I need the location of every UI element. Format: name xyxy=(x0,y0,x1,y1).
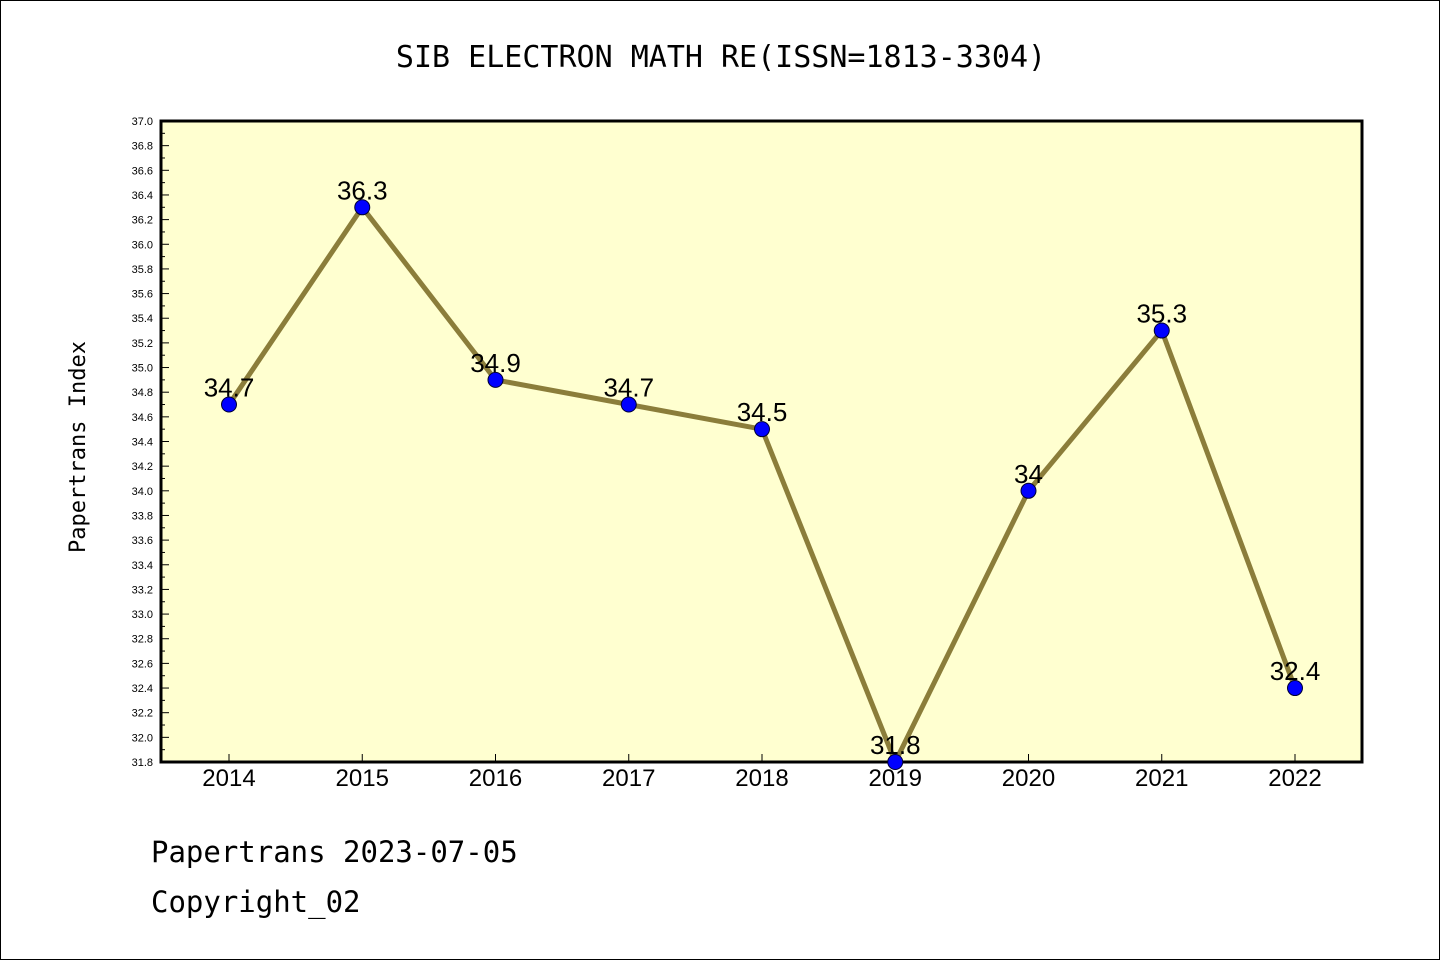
y-tick-label: 34.2 xyxy=(132,461,153,473)
y-tick-label: 35.6 xyxy=(132,289,153,301)
footer-copyright: Copyright_02 xyxy=(151,885,361,919)
y-tick-label: 33.6 xyxy=(132,535,153,547)
footer-date: Papertrans 2023-07-05 xyxy=(151,835,518,869)
y-tick-label: 36.2 xyxy=(132,215,153,227)
y-tick-label: 33.8 xyxy=(132,510,153,522)
y-tick-label: 35.0 xyxy=(132,363,153,375)
y-tick-label: 34.4 xyxy=(132,437,153,449)
y-tick-label: 32.0 xyxy=(132,732,153,744)
x-tick-label: 2015 xyxy=(336,765,389,792)
data-point-marker xyxy=(887,754,904,770)
y-tick-label: 36.6 xyxy=(132,165,153,177)
x-tick-label: 2018 xyxy=(735,765,788,792)
x-tick-label: 2016 xyxy=(469,765,522,792)
y-tick-label: 32.4 xyxy=(132,683,153,695)
y-tick-label: 37.0 xyxy=(132,116,153,128)
y-tick-label: 36.0 xyxy=(132,239,153,251)
data-point-marker xyxy=(487,371,504,388)
markers-layer xyxy=(221,199,1303,770)
y-tick-label: 33.4 xyxy=(132,560,153,572)
y-tick-label: 36.8 xyxy=(132,141,153,153)
data-labels-layer: 34.7 36.3 34.9 34.7 34.5 31.8 34 35.3 32.4 xyxy=(204,175,1321,760)
y-tick-label: 32.2 xyxy=(132,708,153,720)
y-tick-label: 32.6 xyxy=(132,658,153,670)
y-tick-label: 32.8 xyxy=(132,634,153,646)
data-point-marker xyxy=(1287,680,1303,697)
y-tick-label: 35.4 xyxy=(132,313,153,325)
data-point-marker xyxy=(1020,482,1037,499)
y-tick-label: 34.6 xyxy=(132,412,153,424)
data-label: 35.3 xyxy=(1136,299,1187,329)
x-tick-label: 2022 xyxy=(1268,765,1321,792)
y-tick-label: 34.0 xyxy=(132,486,153,498)
data-point-marker xyxy=(221,396,237,413)
y-axis-ticks: 31.8 32.0 32.2 32.4 32.6 32.8 33.0 33.2 33.4 33.6… xyxy=(132,116,169,769)
x-tick-label: 2021 xyxy=(1135,765,1188,792)
x-tick-label: 2020 xyxy=(1002,765,1055,792)
y-tick-label: 33.0 xyxy=(132,609,153,621)
data-label: 34.9 xyxy=(470,348,521,378)
data-label: 34.5 xyxy=(737,397,788,427)
data-point-marker xyxy=(754,421,770,438)
y-tick-label: 35.2 xyxy=(132,338,153,350)
x-tick-label: 2017 xyxy=(602,765,655,792)
data-point-marker xyxy=(1153,322,1170,339)
data-label: 32.4 xyxy=(1270,656,1321,686)
data-point-marker xyxy=(354,199,371,216)
data-label: 36.3 xyxy=(337,175,388,205)
chart-title: SIB ELECTRON MATH RE(ISSN=1813-3304) xyxy=(396,40,1046,75)
plot-area xyxy=(159,119,1364,764)
data-point-marker xyxy=(620,396,637,413)
data-label: 34.7 xyxy=(603,373,654,403)
y-tick-label: 34.8 xyxy=(132,387,153,399)
y-tick-label: 33.2 xyxy=(132,584,153,596)
x-axis-ticks: 2014 2015 2016 2017 2018 2019 2020 2021 2022 xyxy=(202,754,1322,792)
y-tick-label: 31.8 xyxy=(132,757,153,769)
y-tick-label: 35.8 xyxy=(132,264,153,276)
y-axis-label: Papertrans Index xyxy=(66,341,91,553)
data-label: 34 xyxy=(1014,459,1043,489)
data-label: 34.7 xyxy=(204,373,255,403)
y-tick-label: 36.4 xyxy=(132,190,153,202)
data-label: 31.8 xyxy=(870,730,921,760)
x-tick-label: 2014 xyxy=(202,765,255,792)
